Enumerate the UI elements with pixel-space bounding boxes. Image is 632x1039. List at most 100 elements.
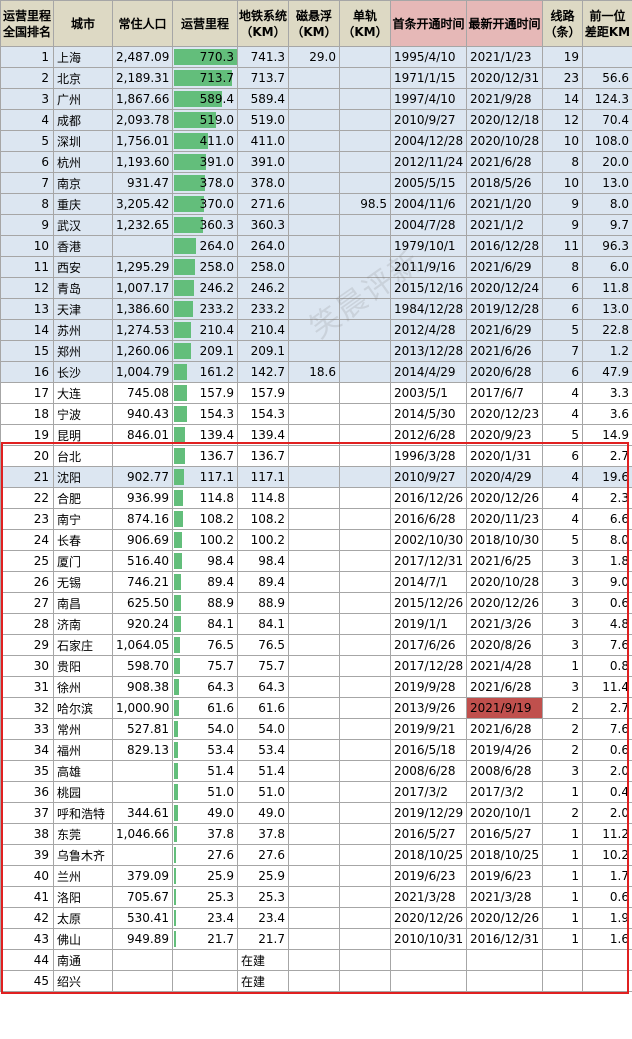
- cell-monorail: [339, 445, 391, 467]
- cell-gap: 2.7: [582, 445, 632, 467]
- cell-gap: 1.2: [582, 340, 632, 362]
- cell-city: 南京: [53, 172, 113, 194]
- cell-city: 深圳: [53, 130, 113, 152]
- cell-city: 洛阳: [53, 886, 113, 908]
- cell-first-open: 2016/5/27: [390, 823, 467, 845]
- cell-metro: 21.7: [237, 928, 289, 950]
- cell-monorail: [339, 88, 391, 110]
- length-bar: [174, 889, 177, 905]
- cell-rank: 40: [0, 865, 54, 887]
- cell-first-open: 2014/4/29: [390, 361, 467, 383]
- cell-monorail: [339, 613, 391, 635]
- cell-gap: 14.9: [582, 424, 632, 446]
- cell-total-length: 100.2: [172, 529, 238, 551]
- cell-population: [112, 781, 173, 803]
- cell-city: 天津: [53, 298, 113, 320]
- cell-maglev: [288, 109, 340, 131]
- cell-metro: 53.4: [237, 739, 289, 761]
- cell-first-open: 2015/12/16: [390, 277, 467, 299]
- cell-city: 太原: [53, 907, 113, 929]
- cell-gap: 1.9: [582, 907, 632, 929]
- cell-monorail: [339, 466, 391, 488]
- length-bar: [174, 91, 223, 107]
- length-bar: [174, 700, 180, 716]
- cell-metro: 258.0: [237, 256, 289, 278]
- cell-city: 成都: [53, 109, 113, 131]
- cell-first-open: 2016/5/18: [390, 739, 467, 761]
- cell-lines: 2: [542, 718, 583, 740]
- cell-total-length: 233.2: [172, 298, 238, 320]
- cell-rank: 23: [0, 508, 54, 530]
- cell-population: 874.16: [112, 508, 173, 530]
- cell-gap: [582, 949, 632, 971]
- cell-population: 908.38: [112, 676, 173, 698]
- cell-monorail: [339, 256, 391, 278]
- cell-total-length: 88.9: [172, 592, 238, 614]
- cell-latest-open: 2019/12/28: [466, 298, 543, 320]
- cell-lines: 1: [542, 823, 583, 845]
- length-bar: [174, 658, 181, 674]
- cell-population: 940.43: [112, 403, 173, 425]
- cell-rank: 25: [0, 550, 54, 572]
- cell-latest-open: 2020/12/26: [466, 487, 543, 509]
- cell-city: 台北: [53, 445, 113, 467]
- cell-population: 527.81: [112, 718, 173, 740]
- length-value: 37.8: [207, 826, 234, 841]
- length-value: 21.7: [207, 931, 234, 946]
- length-value: 53.4: [207, 742, 234, 757]
- length-bar: [174, 595, 182, 611]
- cell-lines: 7: [542, 340, 583, 362]
- cell-total-length: 84.1: [172, 613, 238, 635]
- cell-latest-open: 2018/10/25: [466, 844, 543, 866]
- cell-monorail: [339, 487, 391, 509]
- cell-gap: 2.7: [582, 697, 632, 719]
- cell-latest-open: 2021/9/19: [466, 697, 543, 719]
- cell-city: 高雄: [53, 760, 113, 782]
- table-row: 38 东莞 1,046.66 37.8 37.8 2016/5/27 2016/5/27 1 1…: [0, 823, 632, 845]
- cell-gap: [582, 46, 632, 68]
- cell-total-length: 210.4: [172, 319, 238, 341]
- table-row: 31 徐州 908.38 64.3 64.3 2019/9/28 2021/6/28 3 11.…: [0, 676, 632, 698]
- cell-maglev: [288, 844, 340, 866]
- cell-metro: 25.3: [237, 886, 289, 908]
- cell-monorail: [339, 760, 391, 782]
- cell-metro: 713.7: [237, 67, 289, 89]
- cell-total-length: [172, 970, 238, 992]
- cell-maglev: [288, 655, 340, 677]
- cell-population: 1,274.53: [112, 319, 173, 341]
- cell-metro: 117.1: [237, 466, 289, 488]
- length-value: 233.2: [199, 301, 234, 316]
- cell-metro: 在建: [237, 970, 289, 992]
- length-value: 258.0: [199, 259, 234, 274]
- cell-metro: 589.4: [237, 88, 289, 110]
- cell-latest-open: [466, 949, 543, 971]
- cell-rank: 1: [0, 46, 54, 68]
- cell-lines: 3: [542, 676, 583, 698]
- cell-population: 1,000.90: [112, 697, 173, 719]
- cell-latest-open: 2021/4/28: [466, 655, 543, 677]
- cell-metro: 378.0: [237, 172, 289, 194]
- cell-lines: 1: [542, 781, 583, 803]
- cell-lines: 4: [542, 403, 583, 425]
- table-row: 16 长沙 1,004.79 161.2 142.7 18.6 2014/4/29 2020/…: [0, 361, 632, 383]
- cell-city: 绍兴: [53, 970, 113, 992]
- cell-city: 呼和浩特: [53, 802, 113, 824]
- cell-first-open: 2019/1/1: [390, 613, 467, 635]
- cell-city: 厦门: [53, 550, 113, 572]
- length-value: 713.7: [199, 70, 234, 85]
- cell-monorail: [339, 571, 391, 593]
- length-bar: [174, 49, 237, 65]
- cell-city: 昆明: [53, 424, 113, 446]
- length-bar: [174, 196, 205, 212]
- cell-monorail: [339, 844, 391, 866]
- length-bar: [174, 280, 195, 296]
- header-total-length: 运营里程: [172, 0, 238, 47]
- cell-monorail: [339, 550, 391, 572]
- cell-rank: 6: [0, 151, 54, 173]
- cell-gap: 0.4: [582, 781, 632, 803]
- cell-population: 906.69: [112, 529, 173, 551]
- cell-population: 530.41: [112, 907, 173, 929]
- cell-population: 1,756.01: [112, 130, 173, 152]
- cell-total-length: 161.2: [172, 361, 238, 383]
- cell-monorail: [339, 214, 391, 236]
